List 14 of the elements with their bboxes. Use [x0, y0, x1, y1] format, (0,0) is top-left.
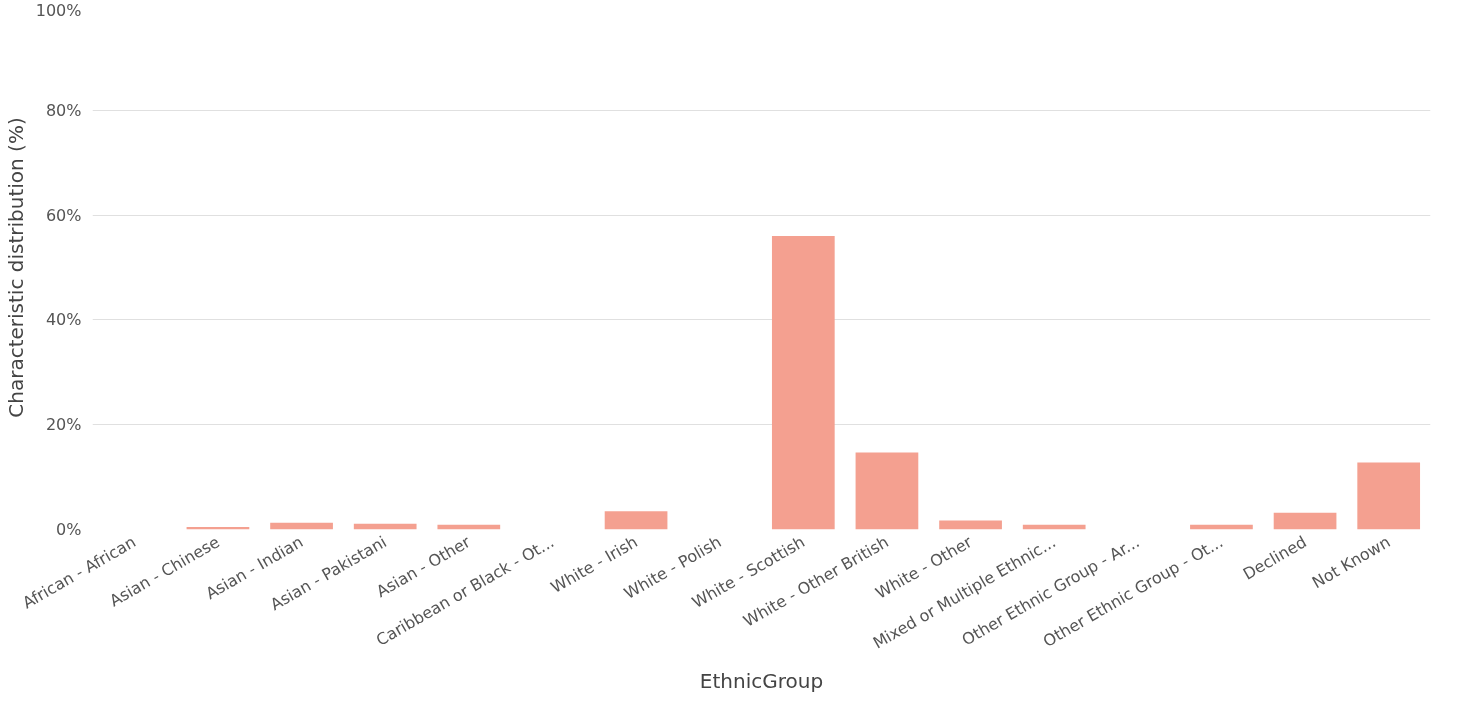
y-tick-label: 20%: [45, 415, 82, 435]
bar: [1357, 462, 1421, 530]
x-axis-title: EthnicGroup: [699, 668, 824, 693]
bar: [855, 452, 919, 530]
y-tick-label: 100%: [35, 0, 82, 20]
bar: [771, 236, 835, 530]
y-tick-label: 0%: [56, 520, 82, 539]
bar: [604, 511, 668, 530]
bar: [1273, 512, 1337, 530]
y-tick-label: 60%: [45, 205, 82, 225]
bar: [939, 520, 1002, 530]
y-tick-label: 80%: [45, 100, 82, 120]
y-tick-label: 40%: [45, 310, 82, 330]
y-axis-title: Characteristic distribution (%): [3, 117, 28, 418]
